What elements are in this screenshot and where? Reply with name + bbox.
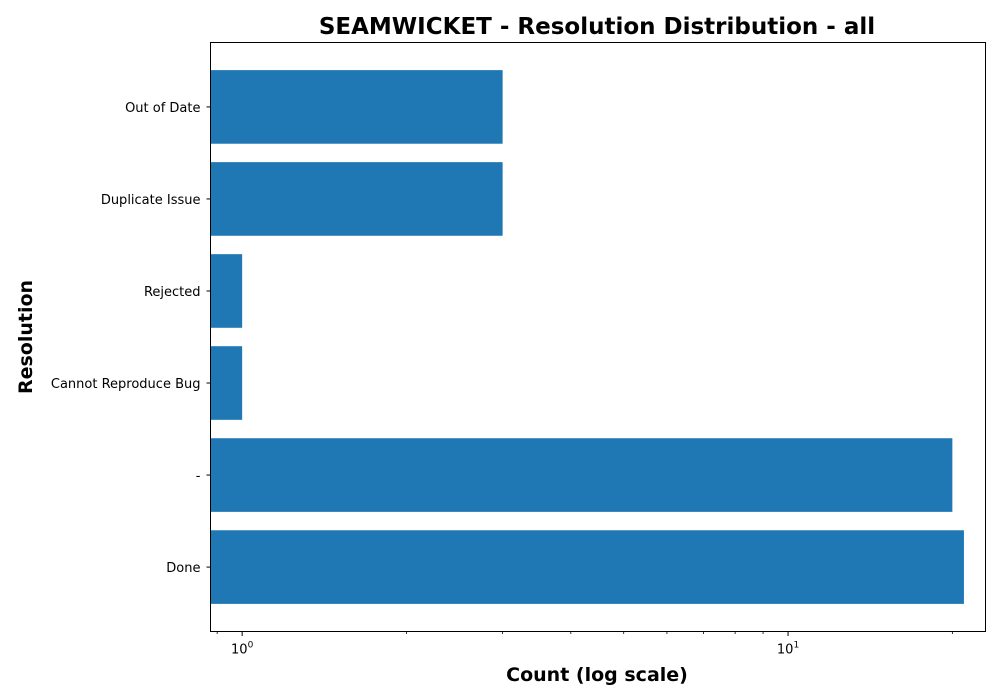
- y-tick-label-3: Rejected: [144, 285, 201, 300]
- x-tick-label-base-1: 10: [777, 643, 794, 658]
- chart-title: SEAMWICKET - Resolution Distribution - a…: [319, 14, 875, 40]
- x-axis-label: Count (log scale): [506, 664, 688, 686]
- bar-4: [210, 162, 503, 236]
- x-tick-label-exp-0: 0: [248, 641, 254, 651]
- y-tick-label-4: Duplicate Issue: [101, 193, 201, 208]
- x-tick-label-base-0: 10: [231, 643, 248, 658]
- plot-frame: [210, 42, 986, 632]
- bar-2: [210, 346, 243, 420]
- bar-3: [210, 254, 243, 328]
- y-tick-label-0: Done: [166, 561, 200, 576]
- bar-1: [210, 438, 953, 512]
- bar-5: [210, 70, 503, 144]
- x-tick-label-exp-1: 1: [793, 641, 799, 651]
- bars-layer: [210, 70, 964, 604]
- y-tick-label-1: -: [196, 469, 201, 484]
- x-tick-label-0: 100: [231, 641, 254, 658]
- bar-0: [210, 530, 964, 604]
- y-axis-label: Resolution: [15, 280, 37, 394]
- y-tick-label-5: Out of Date: [125, 101, 200, 116]
- x-tick-label-1: 101: [777, 641, 799, 658]
- y-tick-label-2: Cannot Reproduce Bug: [51, 377, 201, 392]
- ticks-layer: Done - Cannot Reproduce Bug Rejected Duplica…: [51, 101, 953, 658]
